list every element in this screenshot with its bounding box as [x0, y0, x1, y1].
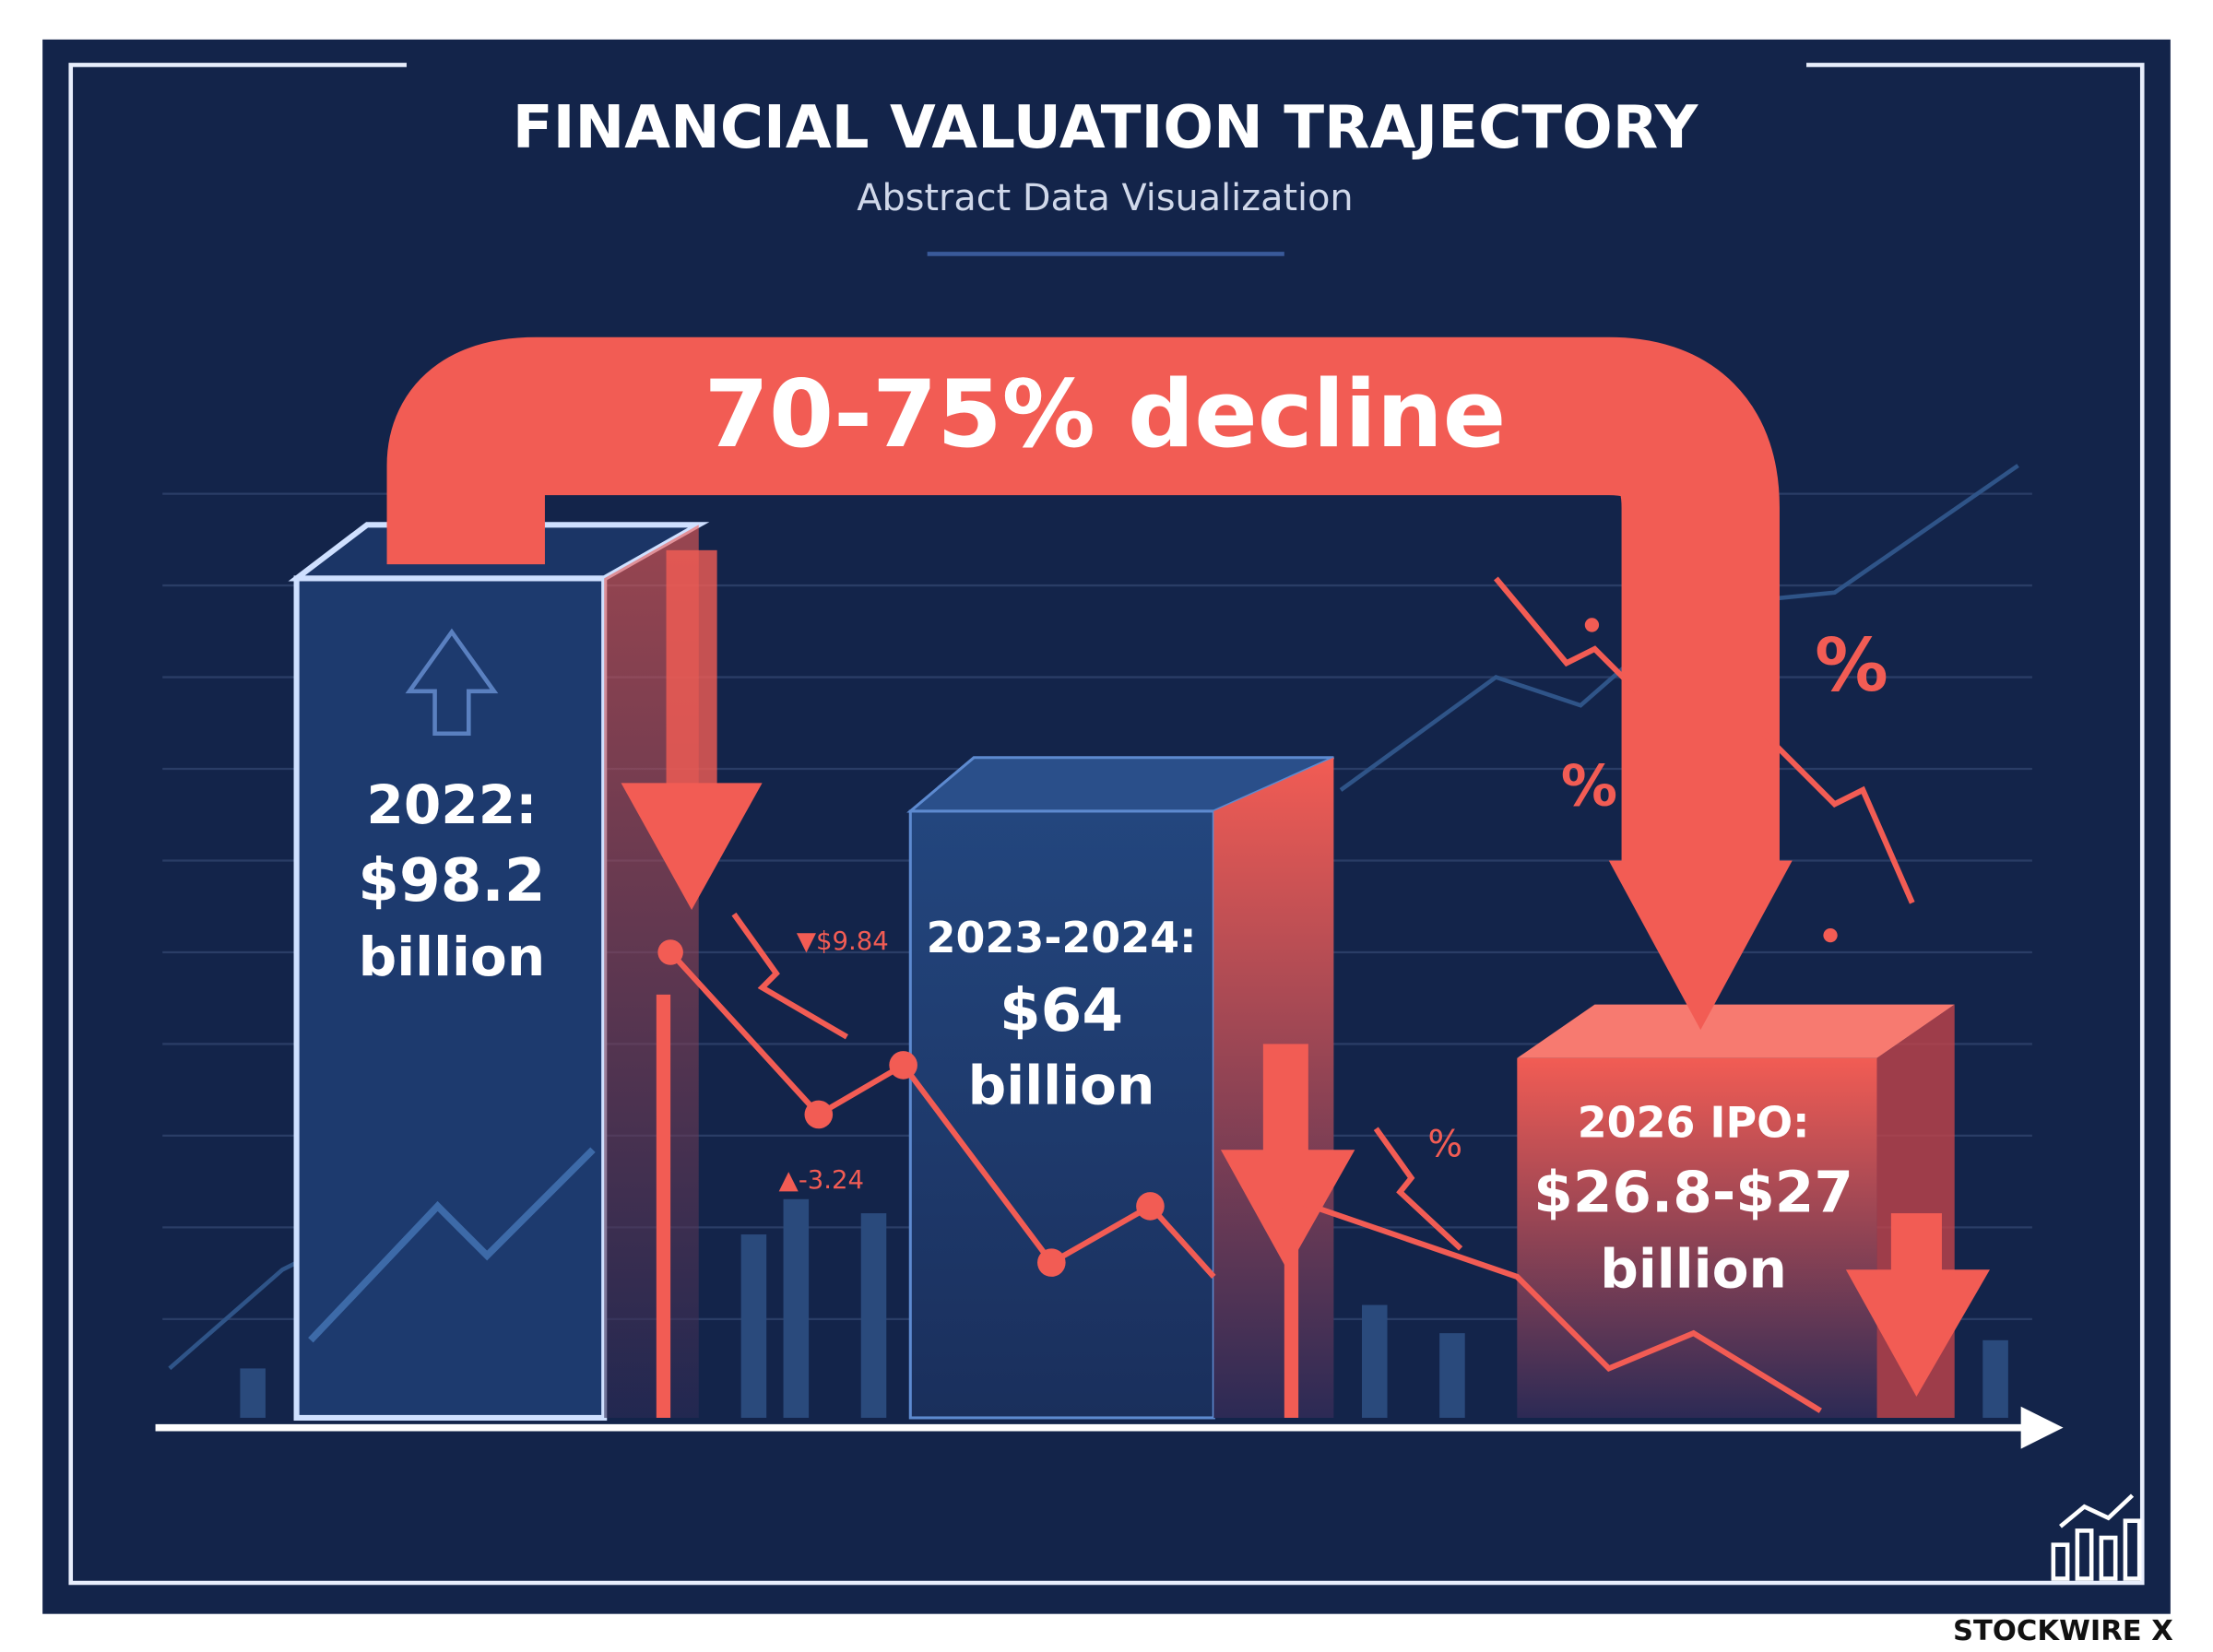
annotation: ▼$9.84 — [797, 926, 889, 956]
block-value: $64 — [1000, 976, 1123, 1045]
block-value: $98.2 — [358, 846, 545, 915]
annotation: % — [1815, 622, 1888, 708]
block-unit: billion — [968, 1055, 1155, 1117]
x-axis — [155, 1406, 2064, 1449]
down-arrows — [621, 549, 1990, 1418]
annotation: % — [1427, 1124, 1462, 1166]
decline-lines — [668, 576, 1915, 1413]
block-unit: billion — [359, 926, 546, 988]
annotation: ▲-3.24 — [779, 1165, 864, 1195]
block-label: 2023-2024: — [927, 913, 1197, 962]
points — [657, 618, 1838, 1277]
title: FINANCIAL VALUATION TRAJECTORY — [513, 93, 1699, 162]
subtitle: Abstract Data Visualization — [857, 177, 1353, 219]
block-2023-2024 — [906, 756, 1335, 1420]
annotations: ▼$9.84 ▲-3.24 % % % % — [779, 622, 1888, 1195]
brand: STOCKWIRE X — [1953, 1615, 2173, 1647]
decline-arrow — [386, 336, 1793, 1031]
block-label: 2022: — [366, 773, 537, 836]
frame — [68, 63, 2145, 1586]
callout: 70-75% decline — [704, 360, 1507, 468]
block-value: $26.8-$27 — [1533, 1160, 1853, 1225]
annotation: % — [1561, 754, 1617, 820]
block-label: 2026 IPO: — [1578, 1098, 1810, 1148]
block-unit: billion — [1600, 1237, 1787, 1300]
logo-icon — [2051, 1493, 2142, 1581]
background-bars — [240, 1198, 2008, 1418]
